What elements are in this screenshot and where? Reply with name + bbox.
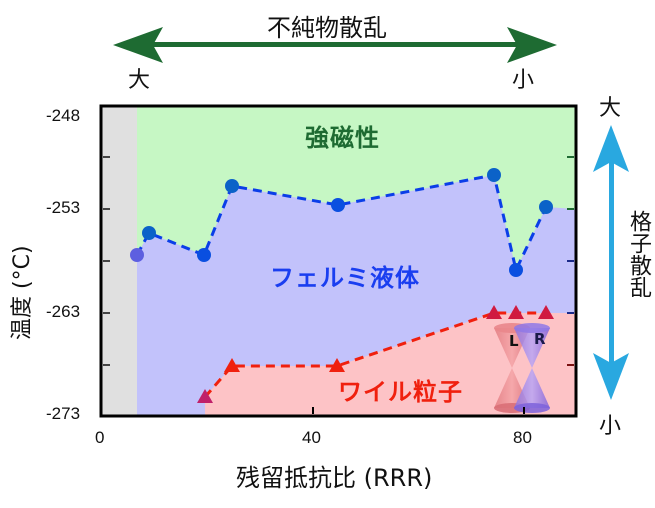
fermi-liquid-label: フェルミ液体	[270, 264, 420, 292]
x-tick-label: 0	[95, 428, 105, 447]
plot-frame	[99, 104, 578, 418]
right-axis-ticks	[567, 156, 574, 366]
ferromagnetic-transition-line	[135, 173, 548, 275]
ferromagnetic-label: 強磁性	[305, 124, 380, 152]
lattice-large-label: 大	[599, 96, 622, 121]
impurity-small-label: 小	[512, 68, 535, 93]
y-tick-label: -248	[46, 106, 81, 125]
y-axis-title: 温度 (°C)	[10, 245, 35, 340]
y-tick-label: -273	[46, 404, 81, 423]
impurity-scattering-arrow-icon	[113, 27, 557, 63]
weyl-region	[205, 313, 576, 416]
weyl-cones-icon	[494, 323, 550, 413]
y-tick-label: -253	[46, 198, 81, 217]
lattice-small-label: 小	[599, 414, 622, 439]
impurity-large-label: 大	[128, 68, 151, 93]
weyl-particle-label: ワイル粒子	[338, 378, 463, 406]
impurity-scattering-label: 不純物散乱	[267, 14, 387, 42]
x-axis-ticks	[312, 407, 525, 414]
y-tick-label: -263	[46, 302, 81, 321]
cone-left-label: L	[509, 332, 519, 350]
weyl-data-points	[197, 305, 554, 403]
lattice-scattering-label: 格子散乱	[626, 210, 651, 298]
x-tick-label: 80	[513, 428, 532, 447]
cone-right-label: R	[534, 330, 546, 348]
ferromagnetic-data-points	[130, 168, 553, 277]
lattice-scattering-arrow-icon	[593, 125, 629, 400]
x-tick-label: 40	[302, 428, 321, 447]
y-axis-ticks	[103, 156, 110, 366]
x-axis-title: 残留抵抗比 (RRR)	[236, 464, 433, 492]
